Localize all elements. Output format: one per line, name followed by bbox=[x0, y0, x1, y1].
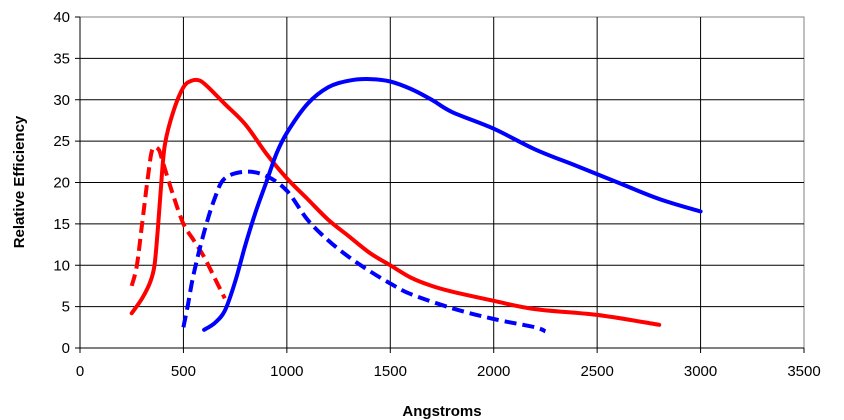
y-tick-label: 35 bbox=[53, 50, 70, 67]
x-tick-label: 3000 bbox=[684, 363, 717, 380]
y-tick-label: 15 bbox=[53, 216, 70, 233]
y-tick-label: 30 bbox=[53, 92, 70, 109]
x-tick-label: 500 bbox=[171, 363, 196, 380]
tick-labels: 0 5 10 15 20 25 30 35 40 0 500 1000 1500 2000 2500 3000… bbox=[53, 9, 820, 380]
x-tick-label: 1000 bbox=[270, 363, 303, 380]
gridlines bbox=[80, 17, 804, 348]
y-tick-label: 20 bbox=[53, 175, 70, 192]
y-tick-label: 5 bbox=[62, 299, 70, 316]
y-tick-label: 0 bbox=[62, 340, 70, 357]
x-tick-label: 0 bbox=[76, 363, 84, 380]
y-axis-title: Relative Efficiency bbox=[11, 115, 28, 248]
y-tick-label: 40 bbox=[53, 9, 70, 26]
axes bbox=[75, 16, 805, 353]
y-tick-label: 25 bbox=[53, 133, 70, 150]
series-line-1 bbox=[129, 77, 662, 327]
series-line-4 bbox=[181, 169, 547, 334]
y-tick-label: 10 bbox=[53, 257, 70, 274]
x-tick-label: 3500 bbox=[787, 363, 820, 380]
series-line-2 bbox=[129, 145, 227, 300]
x-tick-label: 2500 bbox=[580, 363, 613, 380]
x-tick-label: 2000 bbox=[477, 363, 510, 380]
x-tick-label: 1500 bbox=[374, 363, 407, 380]
series-group bbox=[129, 77, 703, 334]
x-axis-title: Angstroms bbox=[402, 403, 481, 420]
series-line-3 bbox=[202, 77, 703, 332]
